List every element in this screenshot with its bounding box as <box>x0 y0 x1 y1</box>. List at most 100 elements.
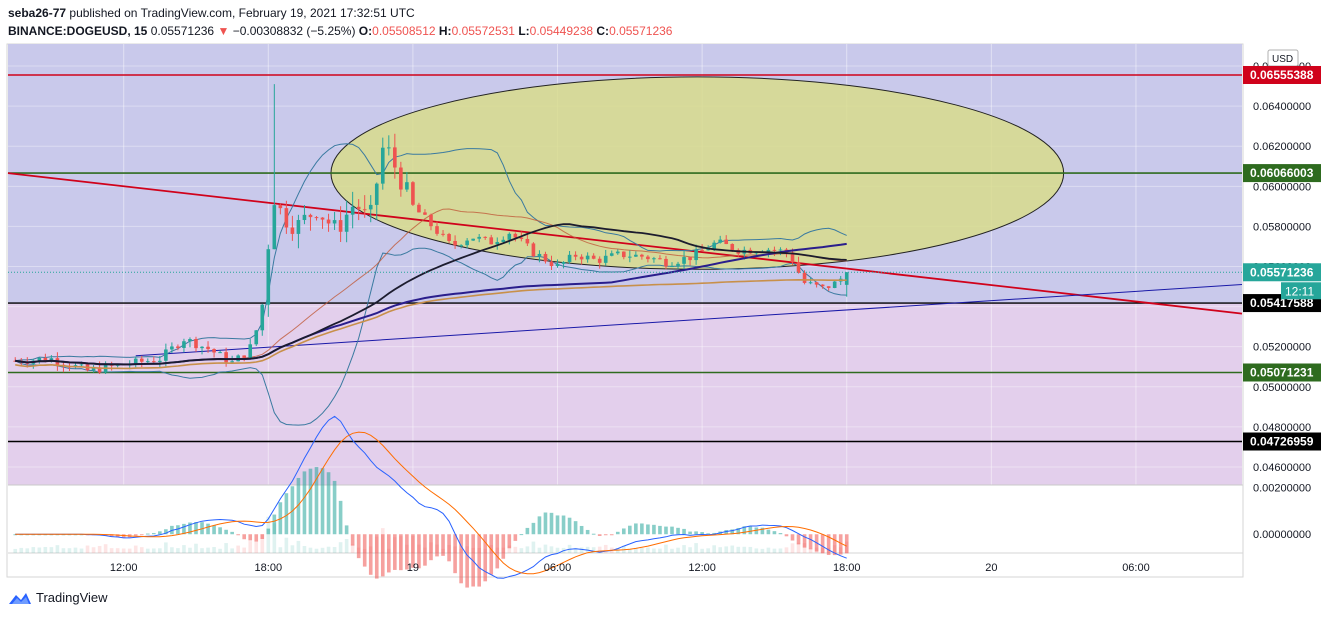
volume-bar <box>121 548 126 553</box>
candle-body <box>453 240 457 246</box>
volume-bar <box>640 547 644 553</box>
candle-body <box>591 255 596 259</box>
volume-bar <box>591 547 596 553</box>
candle-body <box>260 304 265 331</box>
trend-line[interactable] <box>135 284 1243 357</box>
histogram-bar <box>561 515 566 535</box>
ohlc-line: BINANCE:DOGEUSD, 15 0.05571236 ▼ −0.0030… <box>8 22 672 40</box>
currency-label: USD <box>1272 54 1293 65</box>
candle-body <box>344 214 349 232</box>
volume-bar <box>700 548 704 553</box>
oscillator[interactable]: 0.00200000 0.00000000 <box>13 467 1311 588</box>
candle-body <box>561 261 566 264</box>
volume-bar <box>513 546 518 553</box>
trend-line[interactable] <box>7 172 1243 315</box>
histogram-bar <box>188 522 192 535</box>
histogram-bar <box>139 534 144 536</box>
histogram-bar <box>386 534 391 573</box>
histogram-bar <box>826 534 831 555</box>
volume-bar <box>838 547 843 553</box>
histogram-bar <box>790 534 795 541</box>
candle-body <box>200 346 204 349</box>
volume-bar <box>531 541 536 553</box>
candle-body <box>417 204 421 213</box>
candle-body <box>79 364 84 366</box>
histogram-bar <box>182 523 186 535</box>
candle-body <box>531 243 536 257</box>
candle-body <box>718 239 723 243</box>
volume-bar <box>332 547 337 553</box>
histogram-bar <box>688 531 692 535</box>
level-price-tag <box>1243 65 1321 84</box>
histogram-bar <box>49 534 54 536</box>
candle-body <box>621 251 626 258</box>
histogram-bar <box>380 534 385 577</box>
candle-body <box>248 344 253 358</box>
oscillator-tick-label: 0.00000000 <box>1253 529 1311 541</box>
volume-bar <box>230 548 234 553</box>
candle-body <box>91 367 96 371</box>
histogram-bar <box>19 534 24 536</box>
histogram-bar <box>766 529 771 535</box>
candle-body <box>483 236 488 238</box>
low-value: 0.05449238 <box>529 24 594 38</box>
volume-bar <box>139 547 144 553</box>
candle-body <box>206 346 210 350</box>
histogram-bar <box>145 533 150 535</box>
volume-bar <box>296 540 301 553</box>
candle-body <box>513 233 518 238</box>
histogram-bar <box>549 512 554 535</box>
volume-bar <box>784 547 789 553</box>
countdown-tag <box>1281 282 1321 300</box>
candle-body <box>302 214 307 221</box>
histogram-bar <box>694 531 698 535</box>
histogram-bar <box>754 527 759 535</box>
tradingview-brand[interactable]: TradingView <box>8 590 108 605</box>
candle-body <box>182 341 186 348</box>
histogram-bar <box>429 534 433 561</box>
histogram-bar <box>133 534 138 536</box>
volume-bar <box>103 544 108 553</box>
histogram-bar <box>712 532 716 535</box>
candle-body <box>658 258 662 260</box>
histogram-bar <box>736 527 741 535</box>
volume-bar <box>97 545 102 553</box>
candle-body <box>603 255 608 263</box>
volume-bar <box>91 547 96 553</box>
author-name[interactable]: seba26-77 <box>8 6 67 20</box>
histogram-bar <box>362 534 367 567</box>
volume-bar <box>386 548 391 553</box>
volume-bar <box>37 547 42 553</box>
ma-short-line <box>15 223 847 366</box>
volume-bar <box>374 536 379 553</box>
price-tick-label: 0.05200000 <box>1253 342 1311 354</box>
level-price-label: 0.06555388 <box>1250 68 1314 82</box>
candle-body <box>37 357 42 361</box>
time-axis[interactable]: 12:00 18:00 19 06:00 12:00 18:00 20 06:00 <box>110 562 1150 574</box>
price-tick-label: 0.05000000 <box>1253 382 1311 394</box>
time-tick-label: 06:00 <box>544 562 572 574</box>
histogram-bar <box>730 529 735 535</box>
histogram-bar <box>230 531 234 535</box>
candle-body <box>706 249 710 251</box>
histogram-bar <box>706 533 710 535</box>
histogram-bar <box>658 525 662 535</box>
volume-bar <box>694 543 698 553</box>
volume-bar <box>248 541 253 553</box>
candle-body <box>802 272 807 283</box>
volume-bar <box>477 547 481 553</box>
histogram-bar <box>350 534 355 546</box>
candle-body <box>278 205 283 209</box>
histogram-bar <box>640 523 644 535</box>
high-label: H: <box>438 24 452 38</box>
price-axis[interactable]: 0.066000000.064000000.062000000.06000000… <box>1242 44 1321 553</box>
histogram-bar <box>585 529 590 535</box>
volume-bar <box>471 547 475 553</box>
candle-body <box>573 254 578 257</box>
volume-bar <box>19 547 24 553</box>
volume-bar <box>820 548 825 553</box>
level-price-label: 0.05071231 <box>1250 365 1314 379</box>
histogram-bar <box>296 477 301 535</box>
candle-body <box>543 253 548 262</box>
